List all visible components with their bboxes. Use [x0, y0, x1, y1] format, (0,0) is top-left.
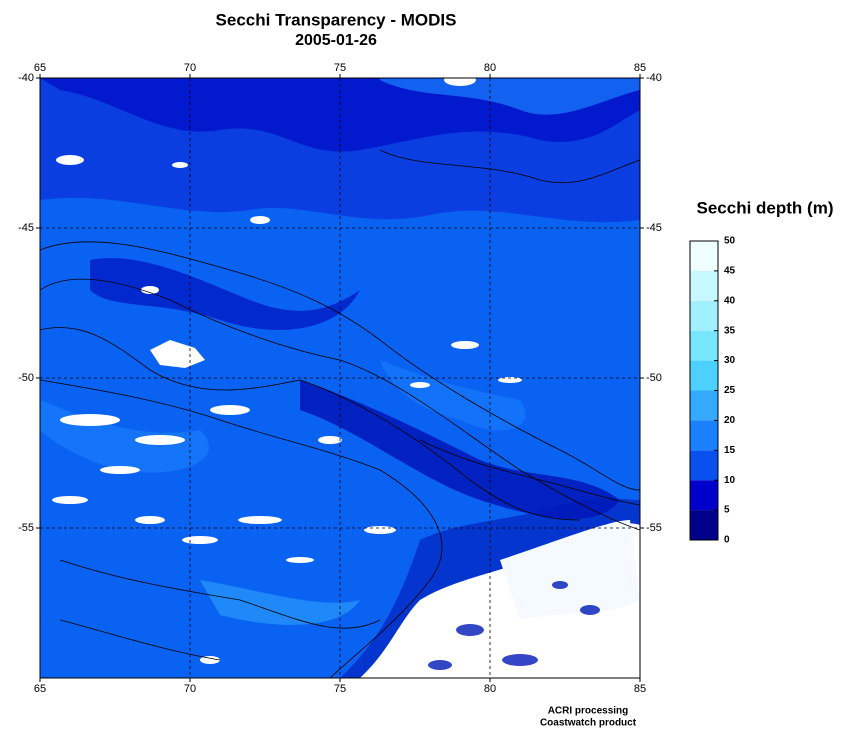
- chart-subtitle: 2005-01-26: [295, 32, 377, 49]
- colorbar-segment: [690, 241, 718, 271]
- x-tick-label: 80: [484, 683, 496, 695]
- x-tick-label: 65: [34, 62, 46, 74]
- colorbar-segment: [690, 390, 718, 421]
- y-tick-label: -45: [646, 222, 662, 234]
- chart-title: Secchi Transparency - MODIS: [216, 10, 457, 29]
- y-tick-label: -55: [646, 522, 662, 534]
- colorbar-tick-label: 25: [724, 385, 736, 396]
- x-tick-label: 75: [334, 683, 346, 695]
- x-tick-label: 65: [34, 683, 46, 695]
- y-tick-label: -40: [18, 72, 34, 84]
- x-tick-label: 70: [184, 683, 196, 695]
- colorbar-segment: [690, 300, 718, 331]
- y-tick-label: -50: [18, 372, 34, 384]
- x-tick-label: 70: [184, 62, 196, 74]
- y-tick-label: -45: [18, 222, 34, 234]
- y-tick-label: -55: [18, 522, 34, 534]
- colorbar-label: Secchi depth (m): [697, 198, 834, 217]
- colorbar-tick-label: 40: [724, 295, 736, 306]
- colorbar: 0 5 10 15 20 25 30 35 40 45 50: [689, 236, 736, 546]
- colorbar-segment: [690, 450, 718, 481]
- colorbar-tick-label: 30: [724, 355, 736, 366]
- credit: ACRI processing: [548, 706, 629, 717]
- colorbar-tick-label: 50: [724, 236, 736, 247]
- credit: Coastwatch product: [540, 718, 637, 729]
- colorbar-segment: [690, 270, 718, 301]
- colorbar-segment: [690, 360, 718, 391]
- colorbar-tick-label: 20: [724, 415, 736, 426]
- colorbar-segment: [690, 480, 718, 511]
- y-tick-label: -40: [646, 72, 662, 84]
- colorbar-tick-label: 5: [724, 505, 730, 516]
- x-tick-label: 85: [634, 62, 646, 74]
- colorbar-segment: [690, 420, 718, 451]
- colorbar-tick-label: 10: [724, 475, 736, 486]
- colorbar-segment: [690, 330, 718, 361]
- colorbar-tick-label: 45: [724, 266, 736, 277]
- colorbar-tick-label: 15: [724, 445, 736, 456]
- y-tick-label: -50: [646, 372, 662, 384]
- x-tick-label: 85: [634, 683, 646, 695]
- colorbar-tick-label: 35: [724, 325, 736, 336]
- axes: 65 65 70 70 75 75 80 80 85 85 -55 -55 -50 -50 -45 -45 -4…: [18, 62, 662, 695]
- colorbar-segment: [690, 510, 718, 540]
- x-tick-label: 75: [334, 62, 346, 74]
- colorbar-tick-label: 0: [724, 535, 730, 546]
- x-tick-label: 80: [484, 62, 496, 74]
